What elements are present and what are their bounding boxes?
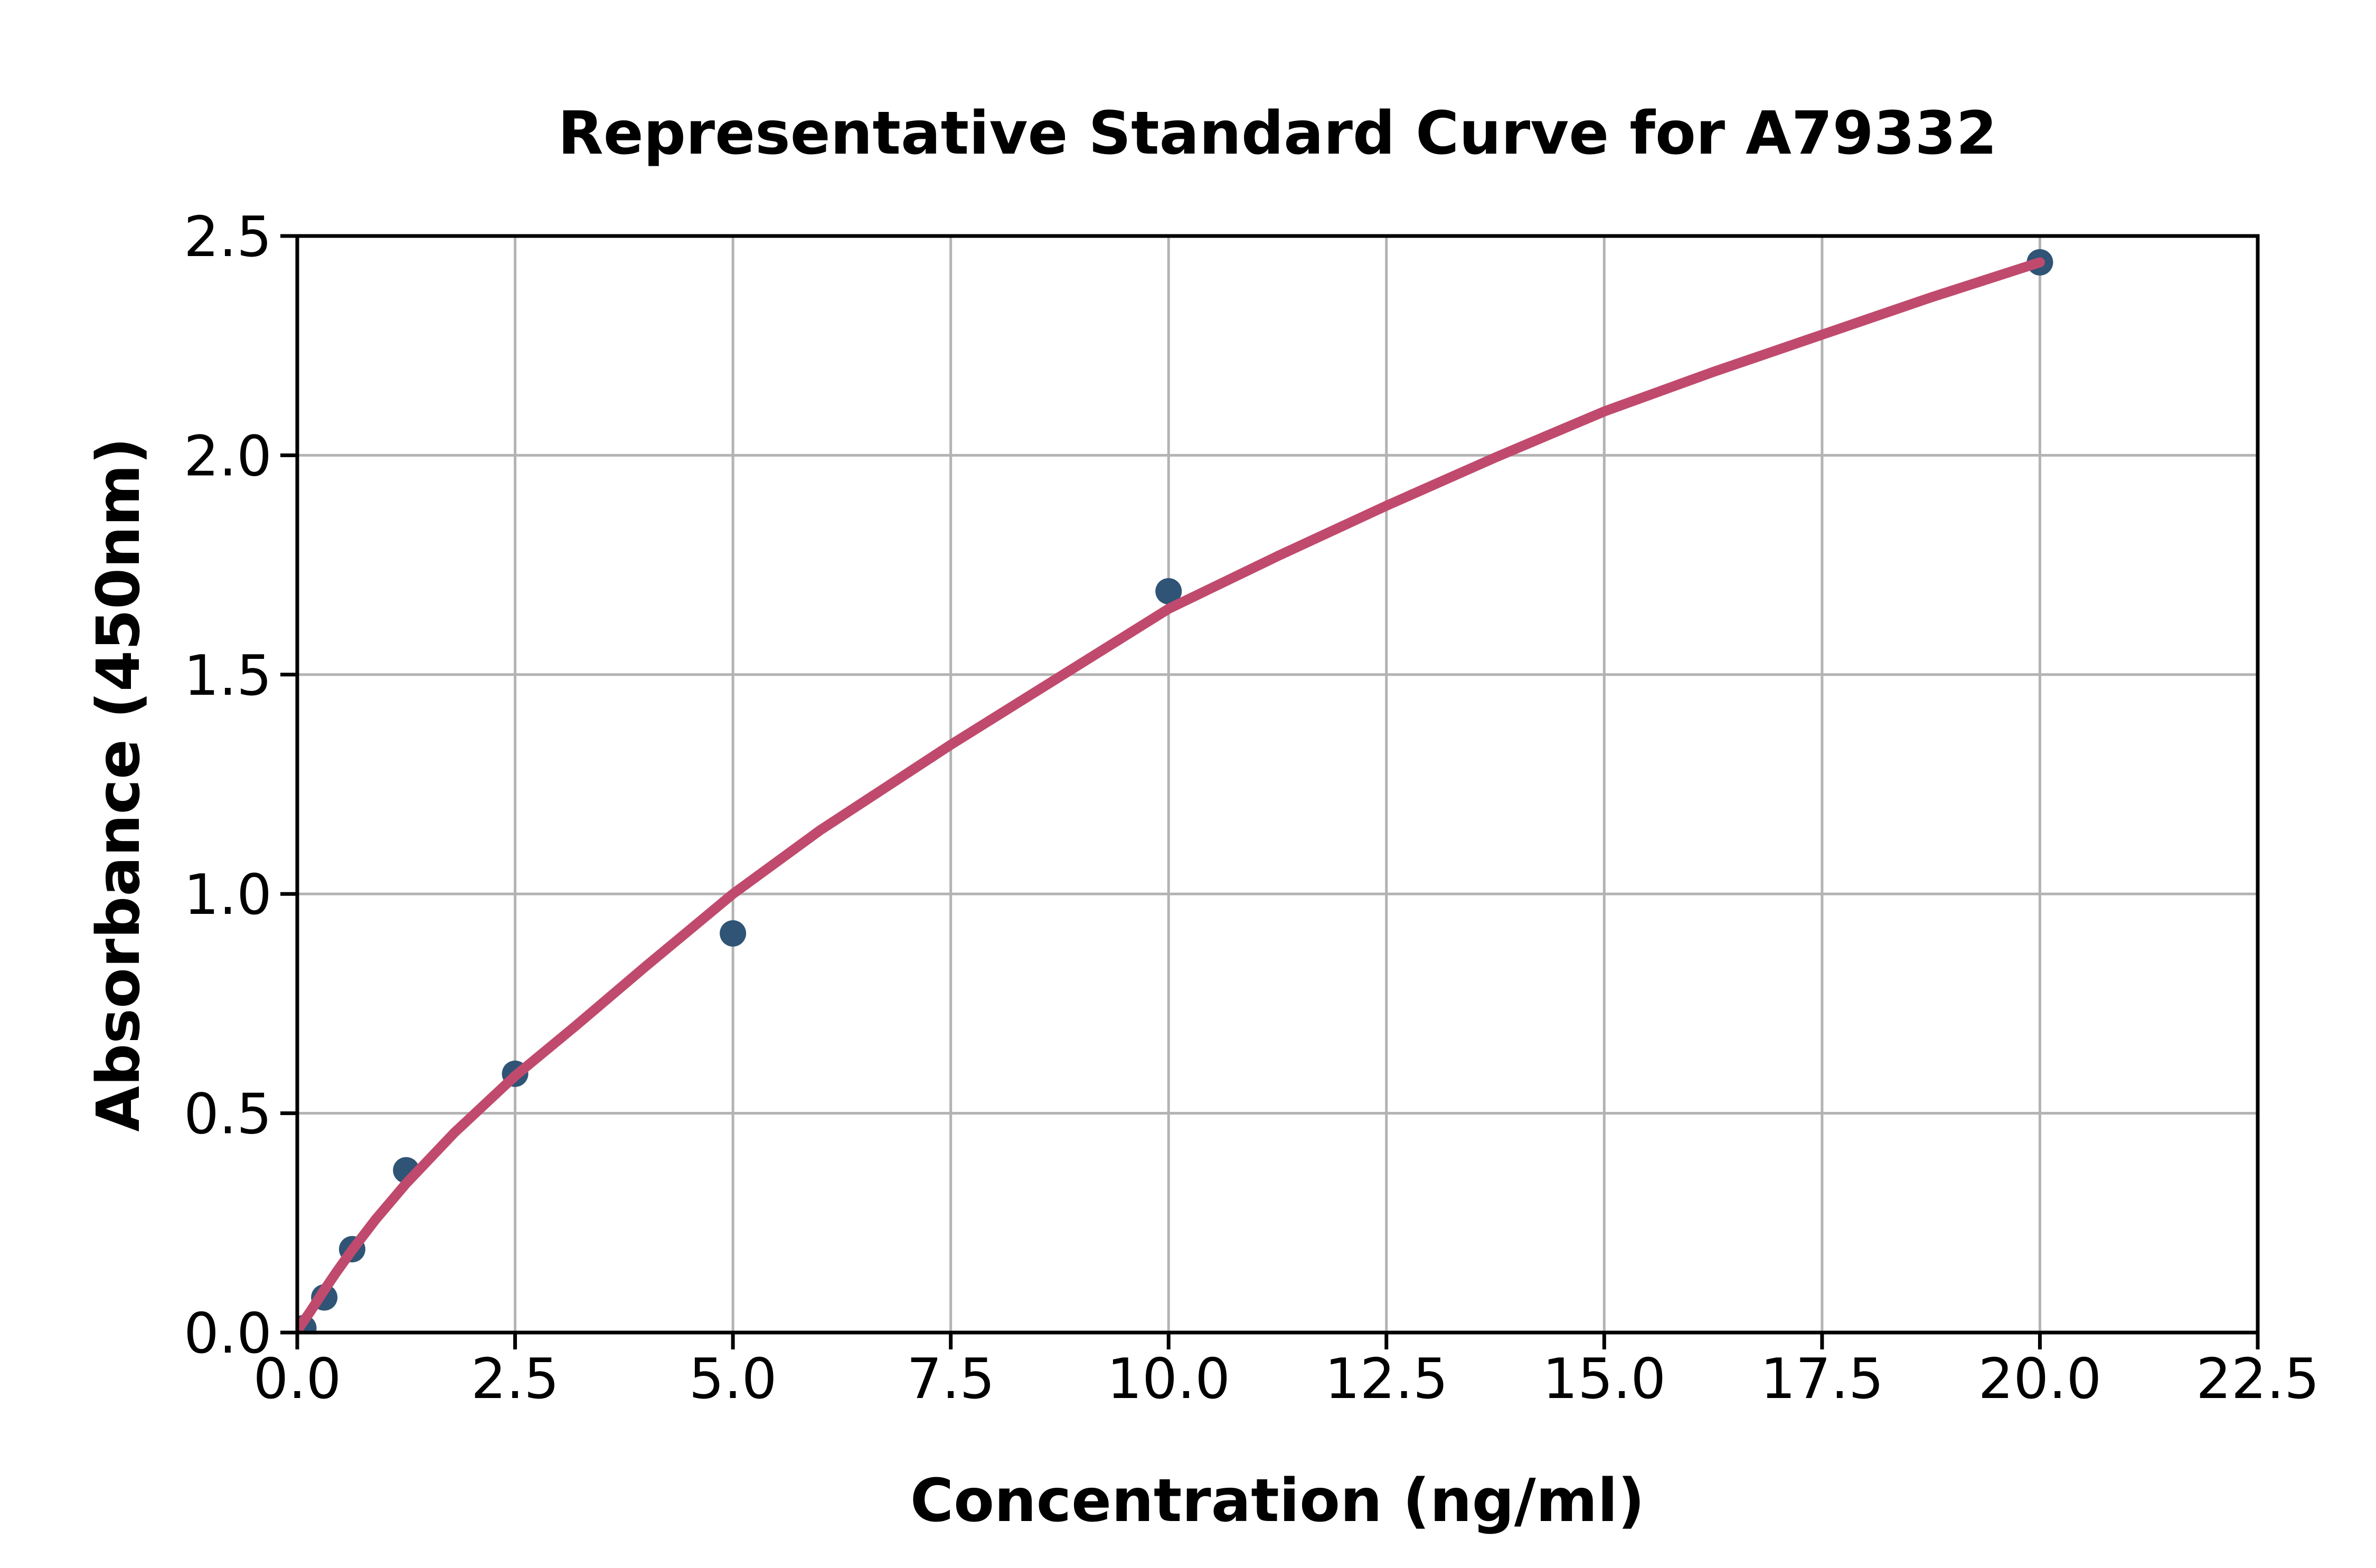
series-layer: [297, 249, 2053, 1333]
y-tick-label: 0.5: [184, 1082, 272, 1147]
x-tick-label: 17.5: [1760, 1347, 1884, 1411]
chart-title: Representative Standard Curve for A79332: [558, 99, 1997, 168]
x-tick-label: 20.0: [1978, 1347, 2102, 1411]
x-tick-label: 22.5: [2196, 1347, 2320, 1411]
fit-curve: [297, 257, 2045, 1333]
x-tick-label: 12.5: [1325, 1347, 1448, 1411]
data-point: [720, 920, 747, 947]
x-tick-label: 5.0: [689, 1347, 777, 1411]
y-tick-label: 2.0: [184, 424, 272, 488]
x-tick-label: 10.0: [1107, 1347, 1230, 1411]
x-tick-label: 7.5: [907, 1347, 995, 1411]
y-tick-label: 0.0: [184, 1301, 272, 1366]
y-tick-label: 1.0: [184, 863, 272, 927]
x-tick-label: 15.0: [1542, 1347, 1666, 1411]
y-tick-label: 1.5: [184, 644, 272, 708]
axes-spines: [295, 234, 2260, 1335]
y-tick-label: 2.5: [184, 205, 272, 269]
x-tick-label: 0.0: [253, 1347, 342, 1411]
data-point: [1155, 578, 1182, 604]
x-tick-label: 2.5: [471, 1347, 559, 1411]
x-axis-label: Concentration (ng/ml): [910, 1467, 1645, 1535]
